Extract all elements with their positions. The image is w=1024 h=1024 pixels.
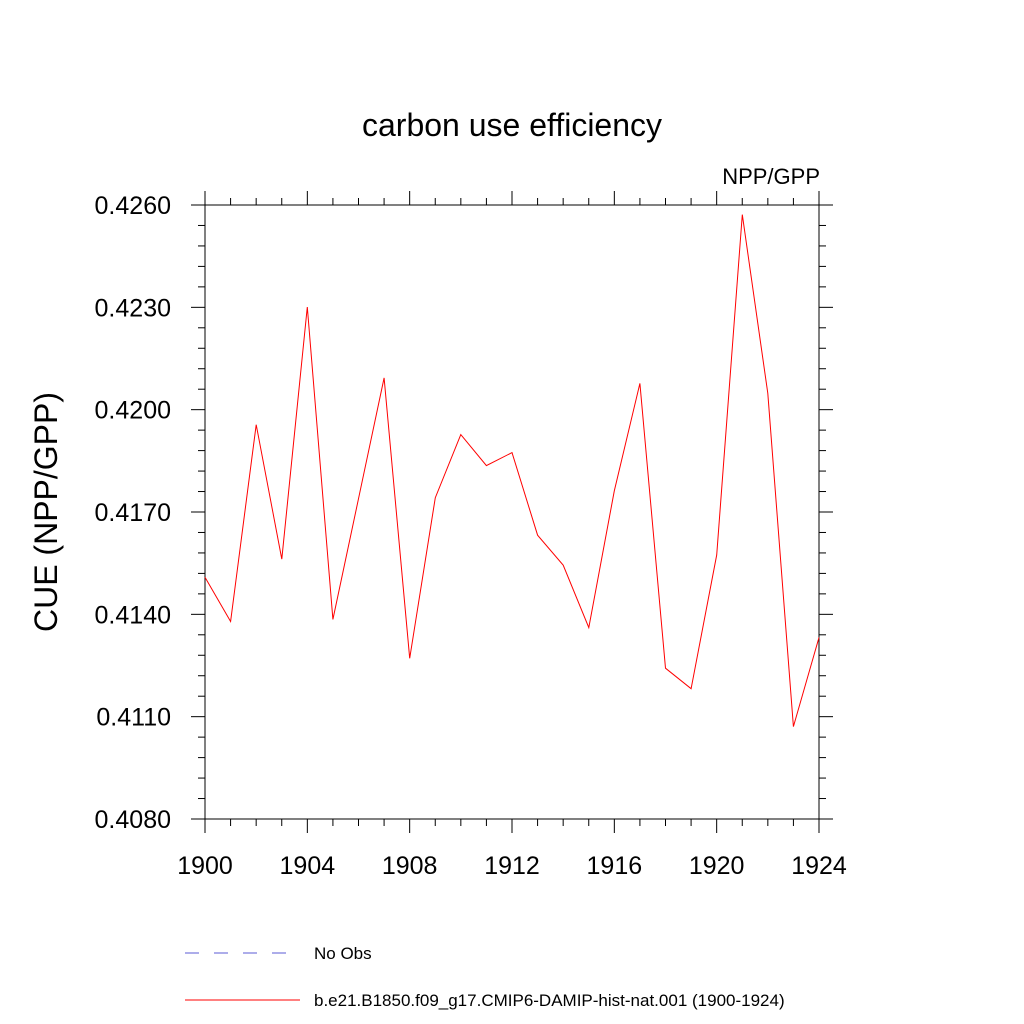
series-layer xyxy=(204,214,820,727)
x-tick-label: 1904 xyxy=(280,852,336,880)
x-tick-label: 1924 xyxy=(791,852,847,880)
units-label: NPP/GPP xyxy=(722,164,820,189)
x-tick-label: 1908 xyxy=(382,852,438,880)
legend-label: No Obs xyxy=(314,944,372,963)
x-tick-label: 1916 xyxy=(587,852,643,880)
plot-frame xyxy=(204,204,820,820)
y-tick-label: 0.4200 xyxy=(95,397,171,425)
y-tick-label: 0.4080 xyxy=(95,806,171,834)
y-tick-label: 0.4140 xyxy=(95,601,171,629)
y-axis-label: CUE (NPP/GPP) xyxy=(28,392,64,632)
x-tick-label: 1900 xyxy=(177,852,233,880)
legend: No Obs b.e21.B1850.f09_g17.CMIP6-DAMIP-hi… xyxy=(185,944,785,1010)
x-tick-label: 1912 xyxy=(484,852,540,880)
y-tick-label: 0.4170 xyxy=(95,499,171,527)
x-tick-label: 1920 xyxy=(689,852,745,880)
series-line xyxy=(204,214,820,727)
y-tick-label: 0.4230 xyxy=(95,294,171,322)
y-tick-label: 0.4260 xyxy=(95,192,171,220)
y-tick-label: 0.4110 xyxy=(96,704,171,732)
axes: 1900 1904 1908 1912 1916 1920 1924 0.4080 0.4110… xyxy=(95,191,847,880)
chart-title: carbon use efficiency xyxy=(362,107,662,143)
legend-label: b.e21.B1850.f09_g17.CMIP6-DAMIP-hist-nat… xyxy=(314,991,785,1010)
